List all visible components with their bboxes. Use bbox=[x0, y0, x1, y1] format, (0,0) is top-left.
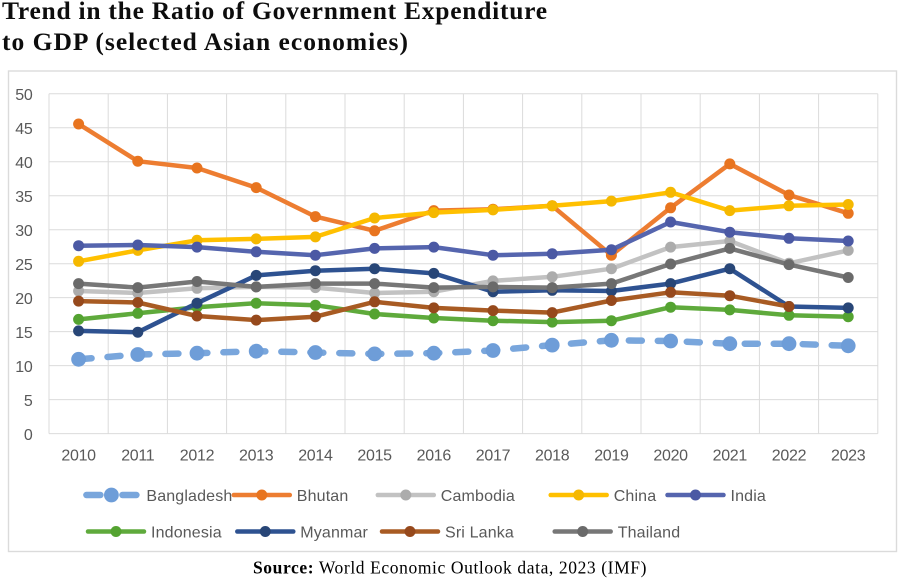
svg-text:2010: 2010 bbox=[61, 447, 96, 464]
svg-text:to GDP (selected Asian economi: to GDP (selected Asian economies) bbox=[2, 27, 409, 56]
svg-text:50: 50 bbox=[15, 87, 33, 104]
svg-text:2012: 2012 bbox=[180, 447, 215, 464]
svg-text:5: 5 bbox=[24, 393, 33, 410]
svg-text:2020: 2020 bbox=[653, 447, 688, 464]
svg-text:10: 10 bbox=[15, 359, 33, 376]
svg-text:India: India bbox=[731, 488, 766, 505]
svg-text:2019: 2019 bbox=[594, 447, 629, 464]
svg-text:0: 0 bbox=[24, 427, 33, 444]
svg-text:2017: 2017 bbox=[476, 447, 511, 464]
svg-text:2014: 2014 bbox=[298, 447, 333, 464]
svg-text:2023: 2023 bbox=[831, 447, 866, 464]
svg-text:2015: 2015 bbox=[357, 447, 392, 464]
svg-text:Cambodia: Cambodia bbox=[441, 488, 515, 505]
svg-text:15: 15 bbox=[15, 325, 33, 342]
svg-text:2016: 2016 bbox=[417, 447, 452, 464]
svg-text:25: 25 bbox=[15, 257, 33, 274]
svg-text:Source: World Economic Outlook: Source: World Economic Outlook data, 202… bbox=[253, 558, 647, 578]
svg-text:Trend in the Ratio of Governme: Trend in the Ratio of Government Expendi… bbox=[2, 0, 548, 25]
svg-text:2021: 2021 bbox=[713, 447, 748, 464]
svg-text:2013: 2013 bbox=[239, 447, 274, 464]
svg-text:45: 45 bbox=[15, 121, 33, 138]
svg-text:40: 40 bbox=[15, 155, 33, 172]
svg-text:Sri Lanka: Sri Lanka bbox=[445, 524, 514, 541]
svg-text:2018: 2018 bbox=[535, 447, 570, 464]
svg-text:30: 30 bbox=[15, 223, 33, 240]
svg-text:2011: 2011 bbox=[121, 447, 155, 464]
svg-text:Bangladesh: Bangladesh bbox=[146, 488, 232, 505]
svg-text:35: 35 bbox=[15, 189, 33, 206]
svg-text:20: 20 bbox=[15, 291, 33, 308]
svg-text:Thailand: Thailand bbox=[618, 524, 681, 541]
svg-text:China: China bbox=[614, 488, 657, 505]
svg-text:Myanmar: Myanmar bbox=[300, 524, 368, 541]
svg-text:2022: 2022 bbox=[772, 447, 807, 464]
svg-text:Indonesia: Indonesia bbox=[151, 524, 222, 541]
svg-text:Bhutan: Bhutan bbox=[297, 488, 349, 505]
